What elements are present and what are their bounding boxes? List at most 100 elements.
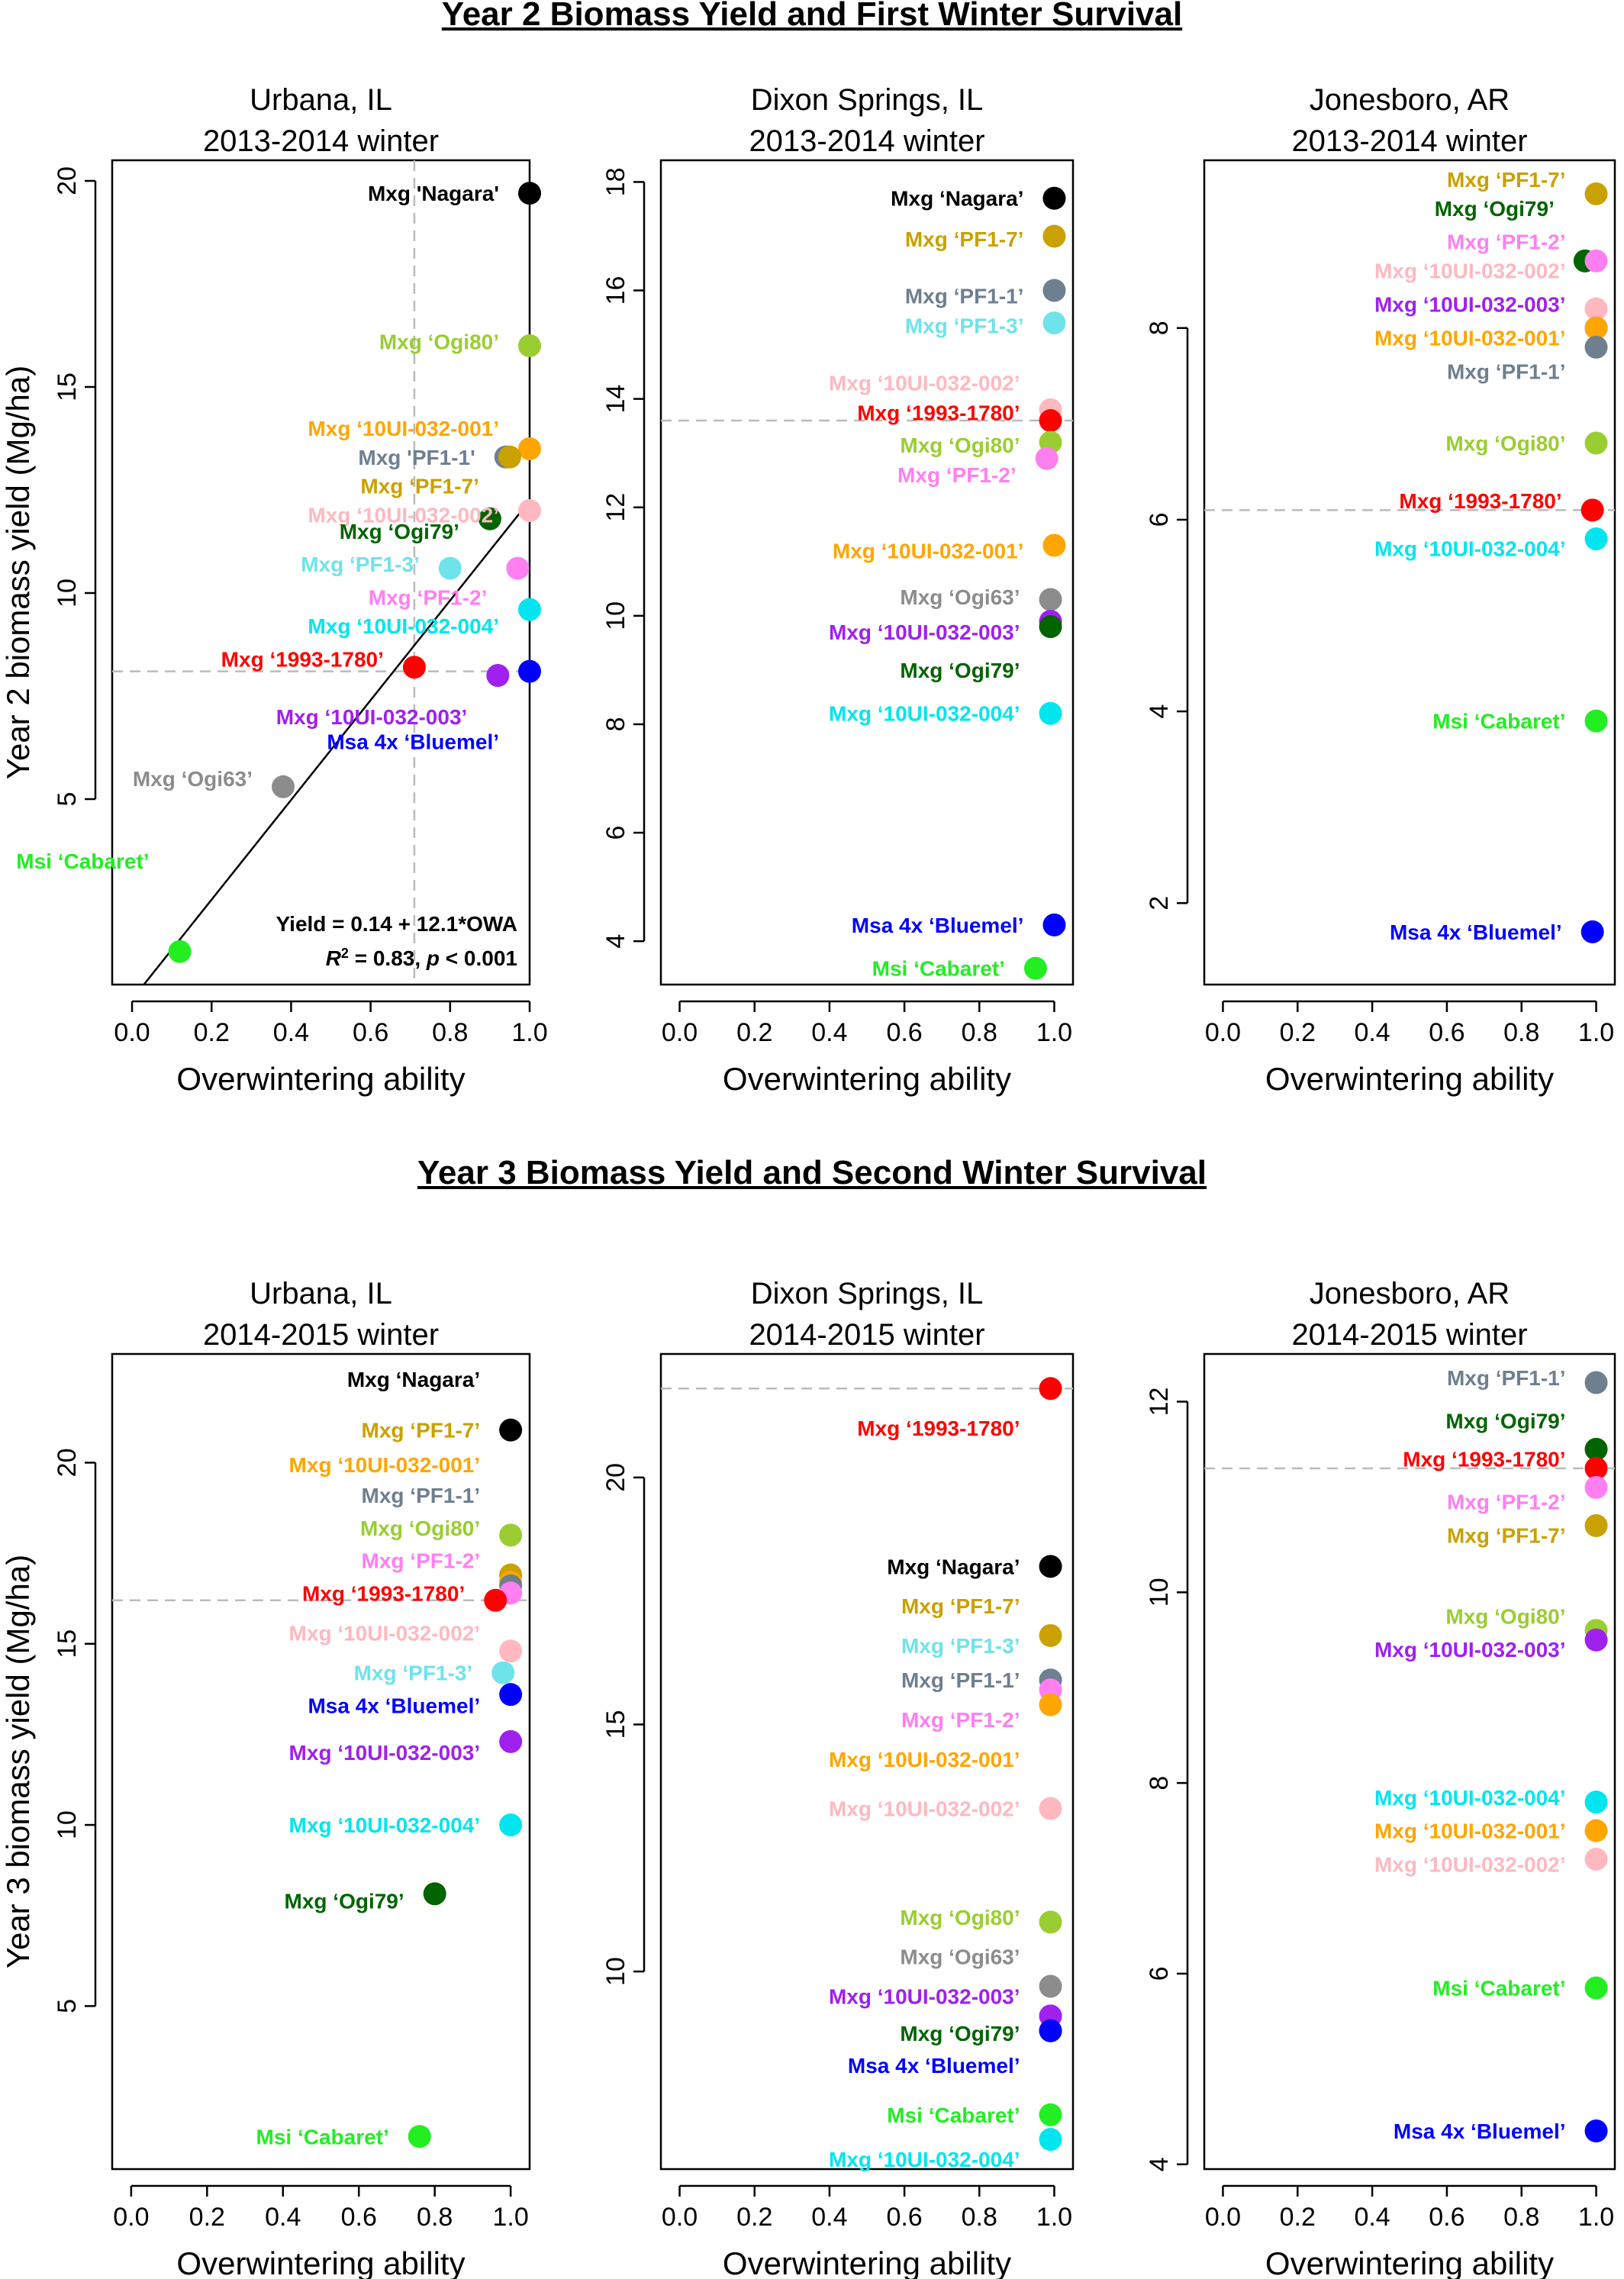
point-label: Mxg ‘Ogi80’ (1445, 431, 1565, 455)
point-label: Mxg ‘PF1-7’ (1447, 1523, 1566, 1547)
point-label: Mxg ‘10UI-032-001’ (1374, 1820, 1566, 1843)
point-label: Msi ‘Cabaret’ (872, 957, 1005, 981)
x-axis-title: Overwintering ability (176, 1061, 465, 1097)
point-label: Mxg ‘Ogi63’ (133, 767, 253, 791)
data-point (506, 556, 530, 580)
data-point (1584, 709, 1608, 733)
y-tick-label: 14 (601, 385, 630, 414)
data-point (1584, 316, 1608, 340)
y-tick-label: 10 (1145, 1578, 1174, 1607)
data-point (1584, 1848, 1608, 1871)
x-tick-label: 0.2 (1280, 1018, 1316, 1047)
data-point (1584, 182, 1608, 205)
x-tick-label: 0.4 (811, 2203, 847, 2232)
data-point (518, 598, 541, 621)
point-label: Mxg ‘10UI-032-002’ (1374, 1852, 1566, 1876)
y-tick-label: 15 (53, 372, 82, 401)
x-tick-label: 0.0 (1205, 2203, 1241, 2232)
data-point (272, 775, 295, 798)
point-label: Mxg ‘10UI-032-003’ (289, 1741, 481, 1765)
x-tick-label: 0.4 (811, 1018, 847, 1047)
panel-winter-subtitle: 2013-2014 winter (203, 124, 439, 158)
panel-site-title: Dixon Springs, IL (751, 83, 984, 117)
panel-winter-subtitle: 2013-2014 winter (749, 124, 984, 158)
point-label: Mxg ‘Ogi63’ (900, 585, 1020, 609)
x-tick-label: 0.6 (1429, 1018, 1464, 1047)
data-point (1039, 615, 1062, 639)
point-label: Mxg ‘Ogi80’ (1445, 1605, 1565, 1629)
y-tick-label: 5 (53, 792, 82, 807)
point-label: Mxg ‘Ogi63’ (900, 1945, 1020, 1969)
panel-site-title: Jonesboro, AR (1310, 1277, 1510, 1310)
data-point (478, 507, 501, 530)
point-label: Mxg ‘PF1-2’ (897, 463, 1017, 487)
x-tick-label: 1.0 (1578, 2203, 1614, 2232)
point-label: Mxg ‘10UI-032-002’ (829, 1797, 1020, 1820)
point-label: Mxg ‘Nagara’ (887, 1555, 1020, 1578)
point-label: Mxg ‘10UI-032-003’ (1374, 292, 1566, 316)
x-tick-label: 0.8 (1503, 2203, 1539, 2232)
point-label: Mxg ‘10UI-032-004’ (1374, 1786, 1566, 1810)
data-point (499, 1729, 523, 1753)
y-tick-label: 15 (601, 1710, 630, 1739)
plot-frame (1203, 1352, 1616, 2171)
point-label: Mxg ‘10UI-032-004’ (829, 702, 1020, 726)
x-tick-label: 0.6 (1429, 2203, 1464, 2232)
data-point (1584, 1513, 1608, 1537)
x-tick-label: 1.0 (1036, 2203, 1072, 2232)
point-label: Mxg ‘Ogi80’ (360, 1517, 480, 1540)
x-tick-label: 1.0 (1036, 1018, 1072, 1047)
y-tick-label: 6 (601, 826, 630, 840)
y-tick-label: 6 (1145, 1966, 1174, 1981)
point-label: Mxg ‘1993-1780’ (857, 401, 1020, 424)
panel-winter-subtitle: 2014-2015 winter (1291, 1318, 1527, 1352)
data-point (491, 1661, 515, 1684)
data-point (438, 556, 462, 580)
data-point (1042, 533, 1066, 557)
data-point (1039, 1623, 1062, 1647)
point-label: Mxg ‘PF1-7’ (905, 227, 1024, 251)
data-point (499, 1639, 523, 1663)
section-title-year2: Year 2 Biomass Yield and First Winter Su… (441, 0, 1183, 33)
point-label: Msa 4x ‘Bluemel’ (1394, 2119, 1566, 2143)
panel-site-title: Dixon Springs, IL (751, 1277, 984, 1310)
x-tick-label: 0.0 (662, 1018, 698, 1047)
point-label: Msi ‘Cabaret’ (1432, 1977, 1565, 2000)
x-tick-label: 0.8 (1503, 1018, 1539, 1047)
point-label: Mxg ‘PF1-3’ (354, 1662, 473, 1685)
data-point (499, 1813, 523, 1837)
data-point (1580, 920, 1604, 943)
point-label: Mxg ‘Nagara’ (891, 187, 1023, 211)
point-label: Mxg ‘10UI-032-004’ (829, 2148, 1020, 2171)
data-point (1584, 1819, 1608, 1842)
data-point (1042, 186, 1066, 210)
data-point (498, 445, 521, 469)
point-label: Mxg ‘PF1-3’ (301, 553, 420, 576)
data-point (1580, 498, 1604, 522)
data-point (1039, 1693, 1062, 1717)
data-point (423, 1882, 446, 1906)
point-label: Mxg ‘10UI-032-002’ (829, 371, 1020, 395)
x-tick-label: 0.2 (736, 1018, 772, 1047)
x-axis-title: Overwintering ability (1265, 2245, 1554, 2279)
panel-site-title: Urbana, IL (250, 1277, 392, 1310)
point-label: Msi ‘Cabaret’ (256, 2125, 389, 2148)
point-label: Msi ‘Cabaret’ (16, 849, 149, 873)
point-label: Mxg ‘1993-1780’ (221, 647, 384, 671)
data-point (518, 182, 541, 205)
data-point (1584, 1437, 1608, 1461)
data-point (168, 940, 192, 963)
y-tick-label: 8 (1145, 321, 1174, 335)
point-label: Mxg ‘Ogi79’ (900, 659, 1020, 682)
plot-frame (1203, 159, 1616, 986)
y-tick-label: 20 (53, 166, 82, 195)
point-label: Mxg ‘10UI-032-002’ (1374, 259, 1566, 282)
data-point (1584, 527, 1608, 551)
data-point (518, 659, 541, 683)
point-label: Mxg ‘10UI-032-003’ (276, 705, 468, 729)
x-tick-label: 0.6 (886, 2203, 922, 2232)
data-point (1584, 1791, 1608, 1814)
point-label: Msa 4x ‘Bluemel’ (327, 730, 499, 753)
point-label: Mxg ‘10UI-032-001’ (833, 540, 1024, 563)
x-tick-label: 0.2 (194, 1018, 230, 1047)
